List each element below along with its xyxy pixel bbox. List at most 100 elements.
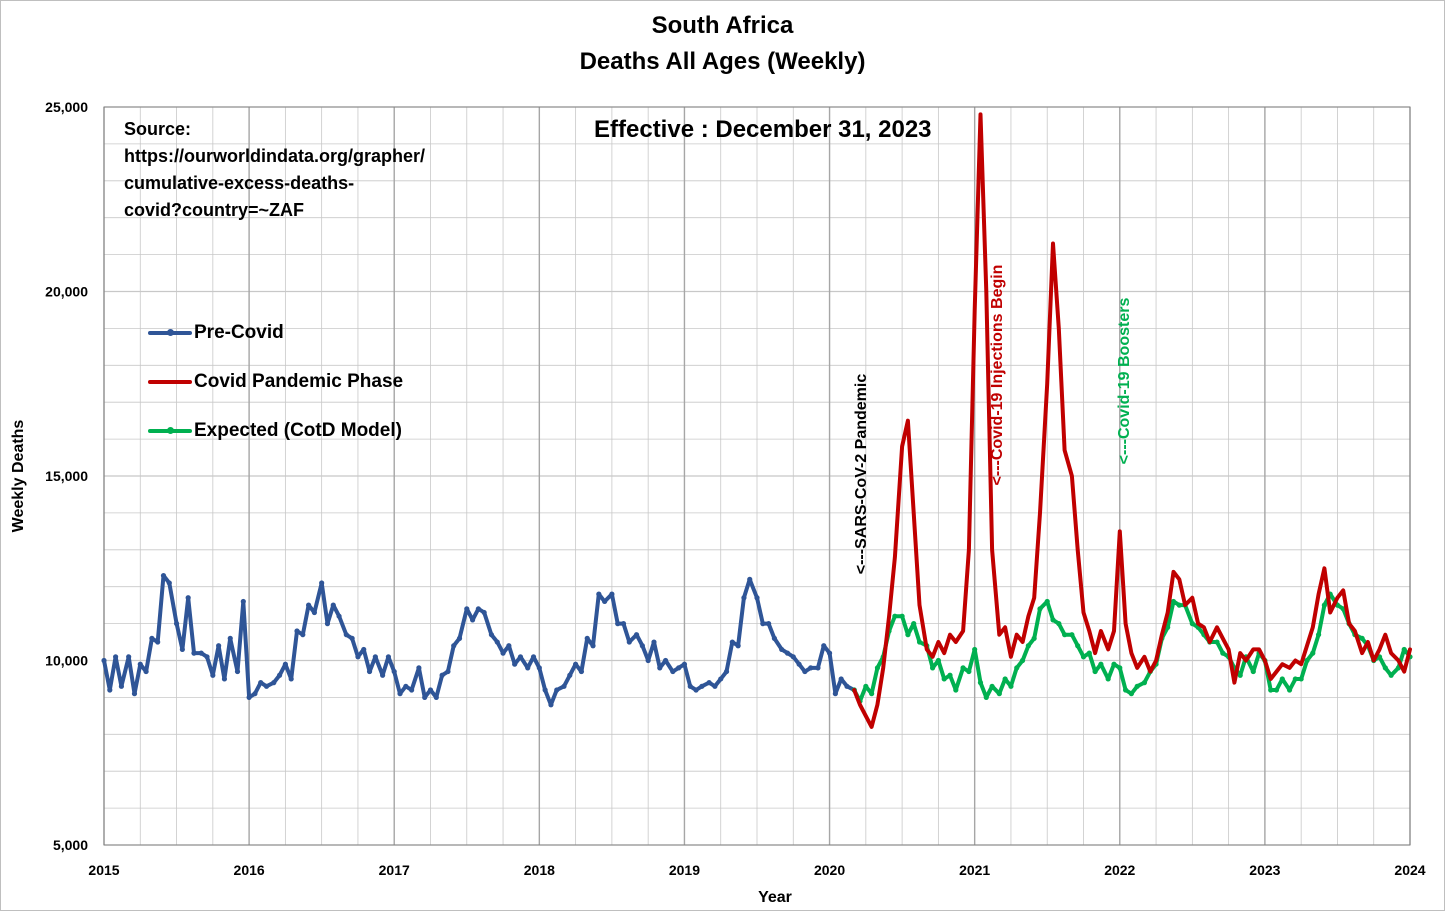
- data-point: [1075, 643, 1081, 649]
- data-point: [246, 694, 252, 701]
- legend-swatch: [148, 328, 192, 336]
- data-point: [427, 687, 434, 693]
- y-tick-label: 15,000: [45, 468, 88, 484]
- data-point: [766, 621, 772, 627]
- data-point: [204, 654, 210, 660]
- data-point: [796, 661, 802, 667]
- data-point: [494, 639, 500, 645]
- data-point: [573, 661, 579, 667]
- data-point: [216, 643, 222, 649]
- data-point: [1117, 665, 1123, 671]
- data-point: [1273, 687, 1280, 693]
- data-point: [433, 694, 439, 701]
- data-point: [747, 576, 753, 582]
- axes: 2015 2016 2017 2018 2019 2020 2021 2022 2023 2024…: [45, 99, 1426, 878]
- x-tick-label: 2015: [88, 862, 119, 878]
- annotations: <---SARS-CoV-2 Pandemic <---Covid-19 Inje…: [853, 265, 1133, 575]
- data-point: [892, 613, 898, 619]
- data-point: [488, 632, 495, 638]
- data-point: [741, 595, 747, 601]
- data-point: [330, 602, 336, 608]
- series-layer: [101, 112, 1413, 729]
- data-point: [972, 646, 978, 653]
- data-point: [464, 606, 470, 612]
- data-point: [1080, 654, 1087, 660]
- data-point: [143, 668, 149, 675]
- data-point: [1092, 668, 1098, 675]
- data-point: [960, 665, 966, 671]
- data-point: [602, 598, 608, 605]
- data-point: [966, 668, 972, 675]
- legend-label: Covid Pandemic Phase: [194, 370, 404, 392]
- data-point: [1165, 624, 1171, 630]
- data-point: [1069, 632, 1075, 638]
- data-point: [838, 676, 844, 682]
- data-point: [1014, 665, 1020, 671]
- data-point: [1098, 661, 1104, 667]
- data-point: [372, 654, 378, 660]
- data-point: [844, 683, 850, 689]
- data-point: [983, 694, 989, 701]
- data-point: [633, 632, 640, 638]
- y-axis-label: Weekly Deaths: [10, 420, 27, 533]
- x-tick-label: 2016: [234, 862, 265, 878]
- data-point: [645, 657, 651, 664]
- y-tick-label: 10,000: [45, 653, 88, 669]
- data-point: [276, 672, 283, 678]
- data-point: [1401, 646, 1407, 653]
- legend-label: Expected (CotD Model): [194, 419, 402, 441]
- data-point: [596, 591, 602, 597]
- data-point: [1286, 687, 1293, 693]
- data-point: [227, 635, 233, 641]
- data-point: [578, 668, 585, 675]
- data-point: [1310, 650, 1316, 656]
- plot-area-border: [103, 106, 1411, 846]
- series-line-pre-covid: [102, 573, 857, 707]
- data-point: [651, 639, 657, 645]
- data-point: [1031, 635, 1037, 641]
- data-point: [790, 654, 796, 660]
- data-point: [113, 654, 119, 660]
- data-point: [584, 635, 590, 641]
- data-point: [185, 595, 191, 601]
- data-point: [300, 632, 306, 638]
- x-tick-label: 2023: [1249, 862, 1280, 878]
- data-point: [445, 668, 451, 675]
- data-point: [361, 646, 367, 653]
- data-point: [118, 683, 125, 689]
- data-point: [657, 665, 663, 671]
- data-point: [1382, 665, 1388, 671]
- data-point: [815, 665, 821, 671]
- data-point: [397, 691, 403, 697]
- data-point: [1037, 606, 1043, 612]
- data-point: [336, 613, 342, 619]
- data-point: [271, 680, 277, 686]
- data-point: [101, 657, 107, 664]
- data-point: [754, 595, 760, 601]
- data-point: [385, 654, 392, 660]
- data-point: [941, 676, 947, 682]
- data-point: [1086, 650, 1092, 656]
- data-point: [1388, 672, 1394, 678]
- data-point: [802, 668, 808, 675]
- data-point: [355, 654, 361, 660]
- data-point: [874, 665, 881, 671]
- y-tick-label: 5,000: [53, 837, 88, 853]
- data-point: [662, 657, 669, 664]
- data-point: [1292, 676, 1298, 682]
- data-point: [996, 691, 1002, 697]
- data-point: [166, 580, 172, 586]
- data-point: [1025, 643, 1031, 649]
- data-point: [561, 683, 567, 689]
- data-point: [366, 668, 373, 675]
- legend-label: Pre-Covid: [194, 321, 284, 343]
- data-point: [1044, 598, 1050, 605]
- data-point: [916, 639, 923, 645]
- data-point: [506, 643, 512, 649]
- data-point: [1315, 632, 1322, 638]
- data-point: [863, 683, 869, 689]
- data-point: [469, 617, 476, 623]
- data-point: [947, 672, 953, 678]
- data-point: [1122, 687, 1129, 693]
- data-point: [554, 687, 560, 693]
